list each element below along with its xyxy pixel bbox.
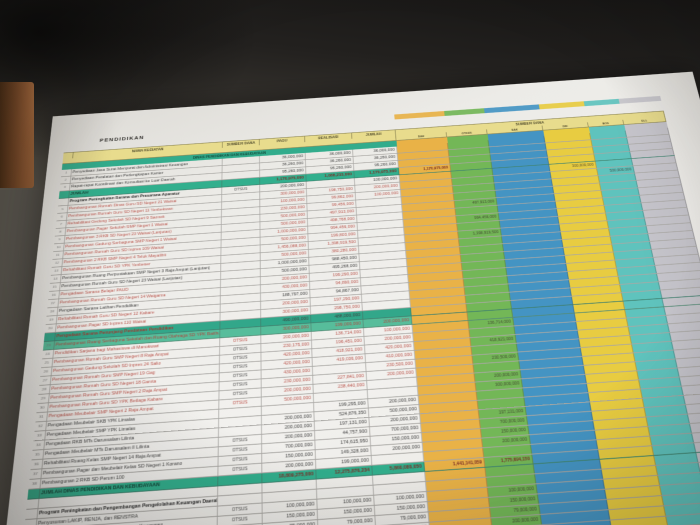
strip-dau	[394, 111, 444, 119]
cell-row-number: 34	[33, 440, 46, 449]
cell-row-number	[27, 489, 40, 499]
strip-bos	[584, 99, 620, 106]
strip-dak	[484, 104, 540, 113]
strip-did	[539, 101, 585, 109]
strip-otsus	[444, 108, 485, 116]
cell-row-number	[24, 519, 37, 525]
paper-sheet: PENDIDIKAN NAMA KEGIATAN SUMBER DANA PAG…	[0, 72, 700, 525]
page-title: PENDIDIKAN	[99, 136, 144, 144]
cell-row-number: 33	[34, 431, 47, 440]
cell-row-number: 38	[29, 479, 42, 489]
cell-row-number: 37	[30, 469, 43, 479]
cell-row-number: 35	[32, 450, 45, 460]
cell-fund-bos	[666, 514, 700, 525]
cell-row-number: 36	[31, 460, 44, 470]
cell-row-number: 32	[35, 422, 47, 431]
cell-row-number	[26, 499, 39, 509]
cell-row-number: 31	[36, 412, 48, 421]
photo-of-printed-budget-sheet: PENDIDIKAN NAMA KEGIATAN SUMBER DANA PAG…	[0, 0, 700, 525]
budget-table: PENDIDIKAN NAMA KEGIATAN SUMBER DANA PAG…	[0, 111, 700, 525]
wood-object	[0, 82, 34, 188]
strip-dll	[619, 96, 662, 104]
cell-fund-source: OTSUS	[218, 514, 263, 525]
table-body: 1 Penyediaan Jasa Surat Menyurat dan Adm…	[0, 128, 700, 525]
cell-row-number	[25, 509, 38, 519]
